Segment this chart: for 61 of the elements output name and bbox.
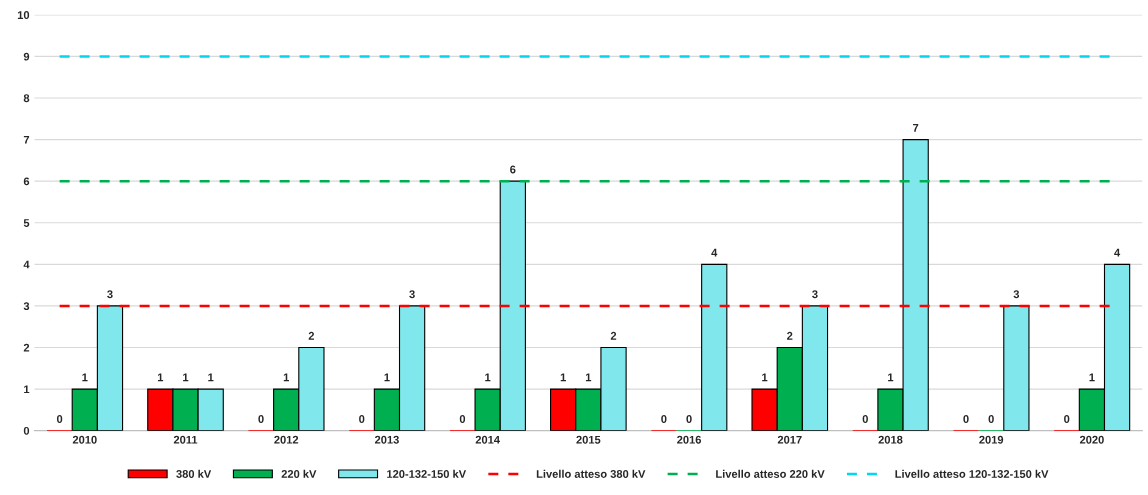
data-label: 0 [661,415,667,423]
data-label: 1 [888,373,894,382]
y-tick-label: 0 [23,426,30,435]
data-label: 1 [585,373,592,382]
data-label: 1 [762,373,768,382]
data-label: 4 [1114,248,1121,257]
legend-label: Livello atteso 120-132-150 kV [895,469,1049,478]
x-tick-label: 2017 [777,435,802,444]
data-label: 1 [82,373,88,382]
data-label: 3 [812,290,818,299]
x-tick-label: 2019 [979,435,1004,444]
y-tick-label: 7 [23,135,30,144]
data-label: 7 [913,124,919,132]
y-tick-label: 4 [23,260,30,269]
x-tick-label: 2012 [274,435,299,444]
y-tick-label: 5 [23,219,30,227]
y-tick-label: 8 [23,94,30,103]
data-label: 0 [359,415,365,423]
data-label: 1 [157,373,164,382]
y-tick-label: 1 [24,385,30,394]
data-label: 4 [711,248,718,257]
x-tick-label: 2013 [374,435,399,444]
data-label: 6 [510,165,516,174]
legend-label: 120-132-150 kV [387,469,467,478]
x-tick-label: 2020 [1079,435,1104,444]
data-label: 1 [283,373,289,382]
data-label: 0 [258,415,264,423]
x-tick-label: 2018 [878,435,903,444]
data-label: 1 [208,373,214,382]
data-label: 2 [610,331,617,340]
y-tick-label: 6 [23,177,30,186]
legend-label: 220 kV [281,469,317,478]
data-label: 0 [1064,415,1070,423]
x-tick-label: 2014 [475,435,500,444]
legend-label: Livello atteso 380 kV [536,469,646,478]
x-tick-label: 2015 [576,435,601,444]
x-tick-label: 2010 [72,435,97,444]
x-tick-label: 2011 [173,435,198,444]
y-tick-label: 3 [23,302,30,311]
data-label: 0 [459,415,466,423]
data-label: 2 [308,331,315,340]
data-label: 3 [409,290,415,299]
x-tick-label: 2016 [677,435,702,444]
data-label: 0 [988,415,994,423]
y-tick-label: 9 [23,52,30,61]
data-label: 3 [1013,290,1020,299]
data-label: 1 [1089,373,1095,382]
legend-label: 380 kV [176,469,212,478]
data-label: 2 [787,331,793,340]
data-label: 1 [485,373,491,382]
data-label: 1 [384,373,390,382]
data-label: 0 [56,415,63,423]
data-label: 0 [963,415,969,423]
data-label: 1 [183,373,189,382]
data-label: 1 [560,373,566,382]
data-label: 3 [107,290,113,299]
data-label: 0 [862,415,868,423]
y-tick-label: 2 [23,343,30,352]
data-label: 0 [686,415,692,423]
legend-label: Livello atteso 220 kV [716,469,825,478]
y-tick-label: 10 [17,11,30,19]
